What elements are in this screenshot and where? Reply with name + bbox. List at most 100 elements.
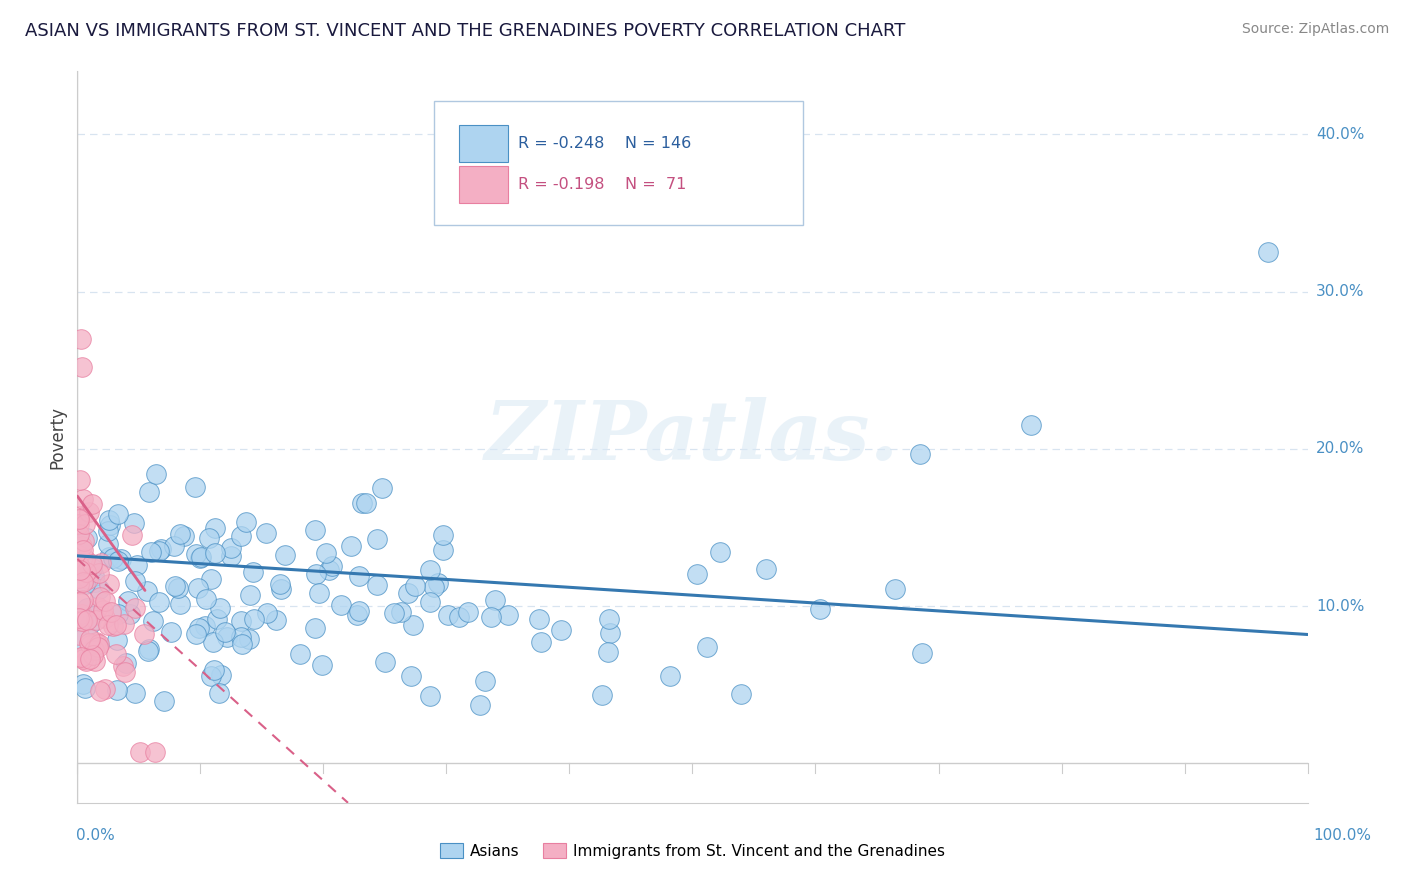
Point	[70, 332, 93, 346]
Point	[103, 619, 125, 633]
Point	[214, 625, 236, 640]
Point	[124, 574, 146, 588]
Point	[73, 649, 96, 664]
Point	[75, 654, 97, 668]
Point	[173, 528, 195, 542]
FancyBboxPatch shape	[434, 101, 803, 225]
Point	[139, 545, 162, 559]
Point	[194, 618, 217, 632]
Point	[76, 600, 98, 615]
Point	[404, 579, 426, 593]
Point	[169, 527, 191, 541]
Point	[72, 615, 94, 629]
Point	[423, 580, 446, 594]
Point	[77, 636, 100, 650]
Point	[122, 516, 145, 530]
Y-axis label: Poverty: Poverty	[48, 406, 66, 468]
Point	[79, 651, 101, 665]
Point	[70, 539, 93, 553]
Point	[72, 652, 94, 666]
Point	[67, 527, 90, 541]
Point	[94, 610, 117, 624]
Point	[264, 613, 287, 627]
Point	[205, 612, 228, 626]
Point	[73, 533, 96, 548]
Point	[115, 656, 138, 670]
Point	[143, 745, 166, 759]
Point	[884, 582, 907, 596]
Point	[209, 668, 232, 682]
Point	[69, 632, 91, 647]
Point	[318, 563, 340, 577]
Point	[371, 481, 394, 495]
Point	[97, 618, 120, 632]
Point	[83, 569, 105, 583]
Point	[470, 698, 492, 712]
Point	[709, 545, 731, 559]
Point	[70, 649, 93, 664]
Point	[419, 689, 441, 703]
Point	[591, 688, 613, 702]
Point	[107, 507, 129, 521]
Point	[82, 557, 104, 571]
Point	[231, 614, 253, 628]
Point	[1019, 418, 1042, 433]
Point	[598, 645, 620, 659]
Text: 100.0%: 100.0%	[1313, 828, 1372, 843]
Point	[107, 607, 129, 621]
Point	[256, 606, 278, 620]
Point	[69, 562, 91, 576]
Point	[686, 566, 709, 581]
Point	[138, 642, 160, 657]
Point	[148, 594, 170, 608]
Text: 20.0%: 20.0%	[1316, 442, 1364, 457]
Point	[82, 648, 104, 663]
Point	[221, 549, 243, 564]
Point	[204, 521, 226, 535]
Point	[124, 686, 146, 700]
Point	[242, 565, 264, 579]
Point	[83, 643, 105, 657]
Point	[75, 565, 97, 579]
Point	[219, 541, 242, 556]
Point	[755, 562, 778, 576]
Point	[269, 577, 291, 591]
Point	[550, 624, 572, 638]
Point	[75, 577, 97, 591]
Point	[67, 508, 90, 523]
Point	[105, 683, 128, 698]
Point	[208, 686, 231, 700]
Text: Source: ZipAtlas.com: Source: ZipAtlas.com	[1241, 22, 1389, 37]
Point	[67, 577, 90, 591]
Point	[169, 597, 191, 611]
Point	[399, 669, 422, 683]
Point	[347, 569, 370, 583]
Point	[72, 593, 94, 607]
Point	[479, 609, 502, 624]
Point	[72, 542, 94, 557]
Point	[396, 586, 419, 600]
Point	[110, 552, 132, 566]
Legend: Asians, Immigrants from St. Vincent and the Grenadines: Asians, Immigrants from St. Vincent and …	[433, 837, 952, 864]
Point	[419, 595, 441, 609]
Point	[198, 532, 221, 546]
Point	[167, 581, 190, 595]
Point	[128, 745, 150, 759]
Point	[67, 558, 90, 572]
Text: R = -0.198    N =  71: R = -0.198 N = 71	[517, 178, 686, 193]
Point	[187, 581, 209, 595]
Point	[89, 590, 111, 604]
Point	[79, 617, 101, 632]
Point	[243, 611, 266, 625]
Point	[204, 546, 226, 560]
Point	[136, 644, 159, 658]
Point	[340, 539, 363, 553]
Point	[76, 613, 98, 627]
Point	[184, 627, 207, 641]
Point	[187, 621, 209, 635]
Point	[67, 549, 90, 563]
Point	[77, 572, 100, 586]
Point	[330, 598, 353, 612]
Point	[911, 646, 934, 660]
Point	[153, 693, 176, 707]
